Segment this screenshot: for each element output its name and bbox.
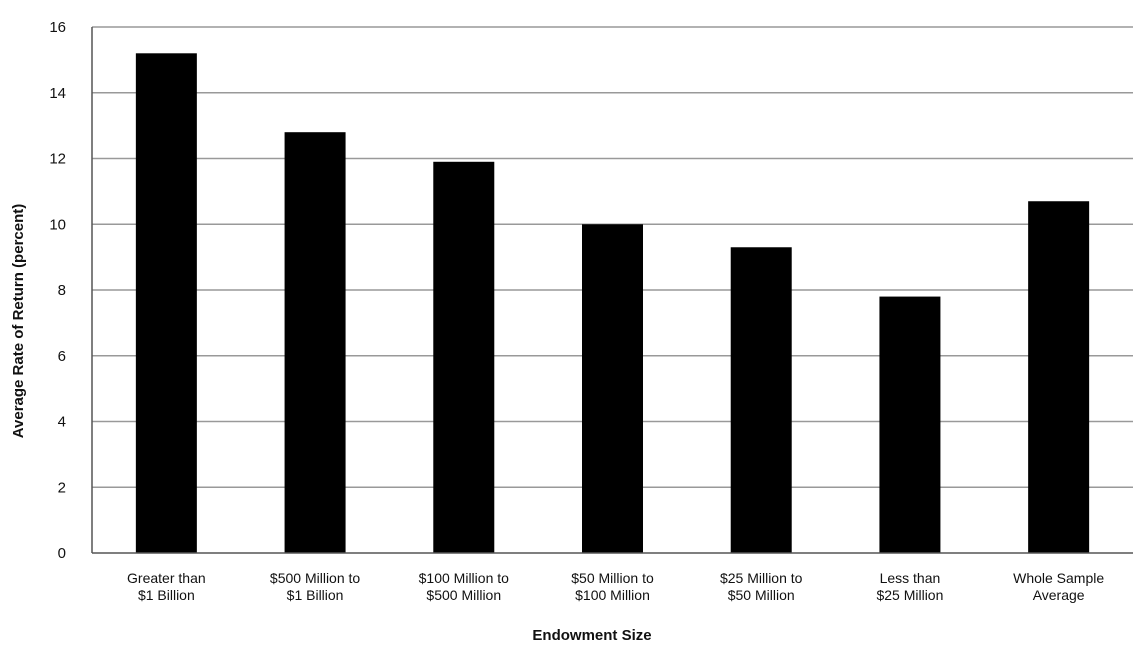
y-tick-label: 4 (58, 414, 66, 431)
x-category-labels: Greater than $1 Billion $500 Million to $1 … (127, 570, 1104, 603)
x-category-label: $25 Million to $50 Million (720, 570, 803, 603)
x-category-label: $50 Million to $100 Million (571, 570, 654, 603)
x-axis-title: Endowment Size (532, 627, 651, 644)
bar-2 (433, 161, 495, 553)
bar-5 (879, 296, 941, 553)
bar-6 (1028, 201, 1090, 554)
y-tick-label: 16 (49, 19, 66, 36)
y-tick-label: 2 (58, 479, 66, 496)
x-category-label: Whole Sample Average (1013, 570, 1104, 603)
y-tick-label: 8 (58, 282, 66, 299)
x-category-label: Greater than $1 Billion (127, 570, 206, 603)
x-category-label: $100 Million to $500 Million (419, 570, 509, 603)
y-tick-label: 14 (49, 85, 66, 102)
y-tick-label: 12 (49, 151, 66, 168)
y-tick-label: 0 (58, 545, 66, 562)
bar-1 (284, 132, 346, 553)
axes (91, 27, 1133, 554)
x-category-label: $500 Million to $1 Billion (270, 570, 360, 603)
bars (135, 53, 1090, 554)
bar-3 (582, 224, 643, 553)
bar-4 (730, 247, 792, 553)
bar-0 (135, 53, 197, 554)
y-tick-labels: 0 2 4 6 8 10 12 14 16 (49, 19, 66, 562)
y-tick-label: 10 (49, 216, 66, 233)
y-axis-title: Average Rate of Return (percent) (10, 204, 27, 439)
x-category-label: Less than $25 Million (876, 570, 943, 603)
y-tick-label: 6 (58, 348, 66, 365)
